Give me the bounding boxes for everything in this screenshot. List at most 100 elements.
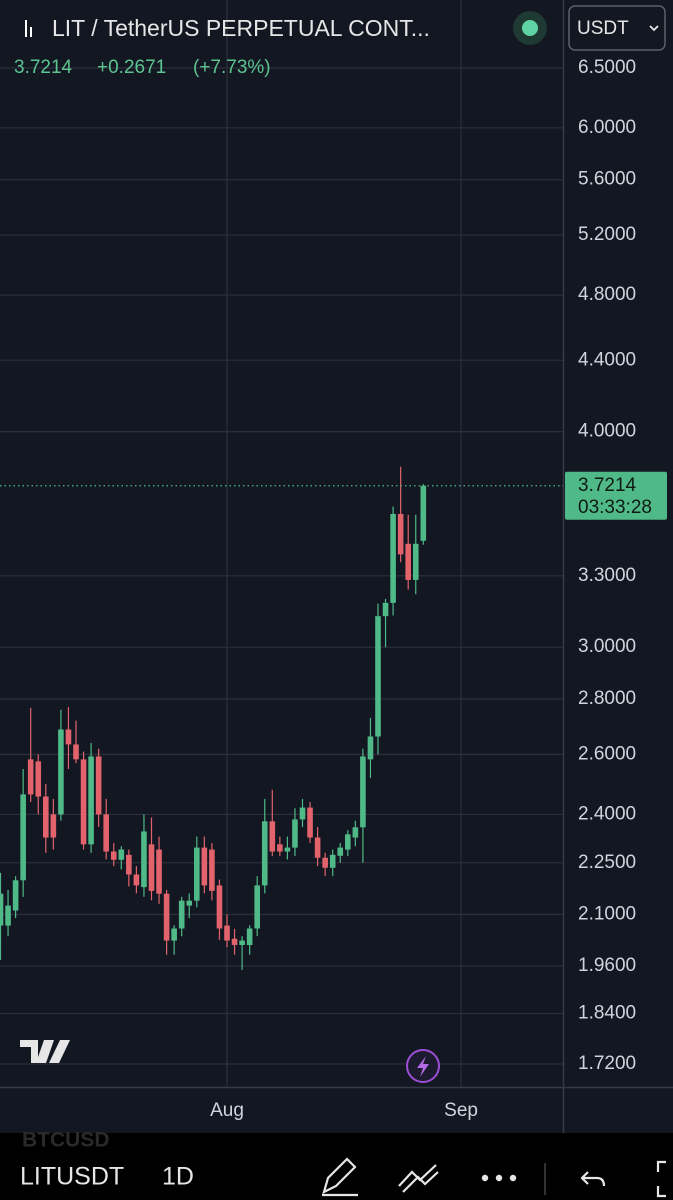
y-tick-label: 5.2000 — [578, 224, 636, 245]
candle-body — [216, 885, 223, 929]
y-tick-label: 2.8000 — [578, 688, 636, 709]
candle-body — [178, 900, 185, 929]
candle-body — [20, 794, 26, 881]
candle-body — [148, 844, 155, 891]
status-dot — [522, 20, 538, 36]
toolbar-interval[interactable]: 1D — [162, 1163, 194, 1191]
y-tick-label: 2.2500 — [578, 852, 636, 873]
fullscreen-icon[interactable] — [656, 1160, 666, 1198]
candle-body — [261, 821, 268, 886]
lightning-icon — [417, 1056, 429, 1077]
ghost-symbol: BTCUSD — [22, 1129, 110, 1152]
candle-body — [80, 759, 87, 845]
y-tick-label: 1.7200 — [578, 1053, 636, 1074]
candle-body — [156, 849, 162, 894]
symbol-icon — [25, 20, 32, 37]
candle-body — [277, 844, 283, 852]
candle-body — [307, 807, 313, 838]
candle-body — [345, 834, 351, 850]
candle-body — [0, 893, 4, 926]
candle-body — [88, 756, 94, 845]
symbol-title[interactable]: LIT / TetherUS PERPETUAL CONT... — [52, 15, 430, 41]
y-tick-label: 3.3000 — [578, 565, 636, 586]
currency-select[interactable] — [568, 5, 666, 51]
more-icon[interactable] — [481, 1174, 517, 1182]
candle-body — [194, 847, 200, 901]
candle-body — [133, 874, 140, 886]
candle-body — [58, 729, 64, 815]
grid — [0, 0, 563, 1087]
change: +0.2671 — [97, 57, 166, 78]
header: LIT / TetherUS PERPETUAL CONT... USDT 3.… — [14, 5, 666, 78]
candle-body — [329, 854, 336, 868]
toolbar-symbol[interactable]: LITUSDT — [20, 1163, 124, 1191]
candle-body — [269, 821, 276, 852]
candle-body — [382, 602, 389, 617]
candle-body — [292, 819, 298, 848]
x-tick-label: Sep — [444, 1100, 478, 1121]
candle-body — [352, 827, 359, 838]
candle-body — [12, 880, 19, 911]
candle-body — [171, 928, 177, 941]
draw-icon[interactable] — [322, 1157, 358, 1197]
candle-body — [337, 847, 344, 856]
candle-body — [27, 759, 34, 795]
candle-body — [126, 854, 132, 875]
candle-body — [246, 928, 253, 946]
candle-body — [201, 847, 208, 886]
candle-body — [397, 513, 404, 555]
candle-body — [141, 831, 147, 888]
line-tool-icon[interactable] — [398, 1164, 439, 1193]
candle-body — [322, 857, 328, 868]
candle-body — [186, 900, 193, 906]
candle-body — [103, 814, 109, 852]
candle-body — [412, 543, 419, 580]
y-tick-label: 1.9600 — [578, 955, 636, 976]
candle-body — [360, 756, 366, 828]
chevron — [649, 25, 659, 32]
y-tick-label: 4.4000 — [578, 349, 636, 370]
currency-label: USDT — [577, 18, 629, 39]
y-tick-label: 3.0000 — [578, 636, 636, 657]
candle-body — [73, 744, 79, 760]
y-tick-label: 2.6000 — [578, 743, 636, 764]
candle-body — [95, 756, 102, 815]
candle-body — [163, 893, 170, 941]
y-tick-label: 4.0000 — [578, 421, 636, 442]
y-tick-label: 4.8000 — [578, 284, 636, 305]
candle-body — [5, 905, 11, 926]
toolbar — [0, 1133, 673, 1200]
candle-body — [110, 851, 117, 860]
candles — [0, 466, 427, 970]
candle-body — [50, 814, 57, 838]
candle-body — [65, 729, 72, 745]
candle-body — [209, 849, 215, 891]
candle-body — [43, 796, 49, 838]
candle-body — [367, 736, 374, 760]
undo-icon[interactable] — [580, 1171, 606, 1187]
tradingview-logo — [20, 1040, 70, 1063]
candle-body — [239, 940, 245, 946]
candle-body — [231, 938, 238, 946]
y-tick-label: 2.4000 — [578, 803, 636, 824]
candle-body — [299, 807, 306, 820]
last-price-label: 3.7214 — [578, 475, 637, 496]
y-tick-label: 6.5000 — [578, 57, 636, 78]
y-tick-label: 5.6000 — [578, 169, 636, 190]
candle-body — [118, 849, 125, 860]
candle-body — [390, 513, 396, 603]
y-tick-label: 6.0000 — [578, 117, 636, 138]
y-tick-label: 2.1000 — [578, 903, 636, 924]
candle-body — [284, 847, 291, 852]
candle-body — [420, 485, 427, 541]
candle-body — [314, 837, 321, 858]
change-pct: (+7.73%) — [193, 57, 271, 78]
candle-body — [254, 885, 260, 929]
last-price-badge — [565, 471, 667, 520]
candle-body — [35, 761, 42, 797]
candle-body — [405, 543, 411, 580]
y-tick-label: 1.8400 — [578, 1002, 636, 1023]
